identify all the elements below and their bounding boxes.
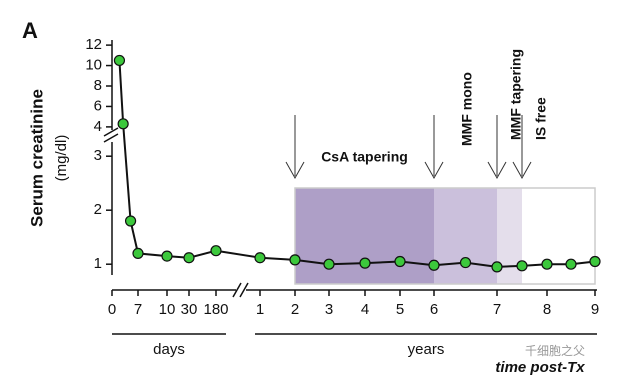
data-point <box>254 252 266 264</box>
y-tick-label: 12 <box>85 36 102 53</box>
data-point <box>459 256 472 269</box>
phase-frame <box>294 187 596 285</box>
phase-arrow-head <box>487 161 507 180</box>
data-point <box>565 258 577 270</box>
phase-arrow-head <box>424 161 444 180</box>
x-tick-label: 2 <box>291 301 299 318</box>
unit-label: days <box>153 341 185 358</box>
phase-label: MMF mono <box>459 72 475 146</box>
watermark: 千细胞之父 <box>525 344 585 358</box>
phase-label: MMF tapering <box>508 49 524 140</box>
data-point <box>132 247 144 259</box>
data-point <box>359 257 371 269</box>
data-point <box>394 255 406 268</box>
x-tick-label: 7 <box>134 301 142 318</box>
data-point <box>124 215 137 227</box>
x-tick-label: 0 <box>108 301 116 318</box>
data-point <box>323 258 335 270</box>
y-tick-label: 10 <box>85 57 102 74</box>
x-tick-label: 7 <box>493 301 501 318</box>
phase-label: IS free <box>533 97 549 140</box>
unit-label: years <box>408 341 445 358</box>
phase-arrow-head <box>512 161 532 180</box>
data-point <box>117 118 129 130</box>
y-tick-label: 4 <box>94 118 102 135</box>
data-point <box>428 259 440 271</box>
y-break <box>103 127 119 143</box>
data-point <box>491 261 503 273</box>
x-tick-label: 6 <box>430 301 438 318</box>
y-tick-label: 8 <box>94 77 102 94</box>
y-axis-unit: (mg/dl) <box>53 135 70 182</box>
x-tick-label: 5 <box>396 301 404 318</box>
data-point <box>541 258 553 270</box>
phase-band <box>295 188 434 284</box>
y-tick-label: 3 <box>94 147 102 164</box>
x-tick-label: 9 <box>591 301 599 318</box>
connector <box>215 249 261 259</box>
data-point <box>210 245 222 257</box>
data-point <box>113 54 126 67</box>
phase-band <box>522 188 595 284</box>
data-point <box>161 250 173 262</box>
x-tick-label: 1 <box>256 301 264 318</box>
phase-arrow-head <box>285 161 305 180</box>
y-tick-label: 6 <box>94 97 102 114</box>
phase-band <box>434 188 497 284</box>
y-tick-label: 1 <box>94 255 102 272</box>
x-tick-label: 30 <box>181 301 198 318</box>
x-tick-label: 180 <box>203 301 228 318</box>
data-line <box>118 60 217 259</box>
x-axis-title: time post-Tx <box>495 359 585 376</box>
x-break <box>232 282 249 298</box>
data-point <box>589 255 601 268</box>
data-point <box>183 252 195 264</box>
x-tick-label: 4 <box>361 301 369 318</box>
data-point <box>516 260 528 272</box>
x-tick-label: 3 <box>325 301 333 318</box>
data-point <box>289 254 301 266</box>
x-tick-label: 8 <box>543 301 551 318</box>
panel-label: A <box>22 18 38 43</box>
y-tick-label: 2 <box>94 201 102 218</box>
y-axis-title: Serum creatinine <box>27 89 46 227</box>
phase-label: CsA tapering <box>321 149 408 165</box>
x-tick-label: 10 <box>159 301 176 318</box>
